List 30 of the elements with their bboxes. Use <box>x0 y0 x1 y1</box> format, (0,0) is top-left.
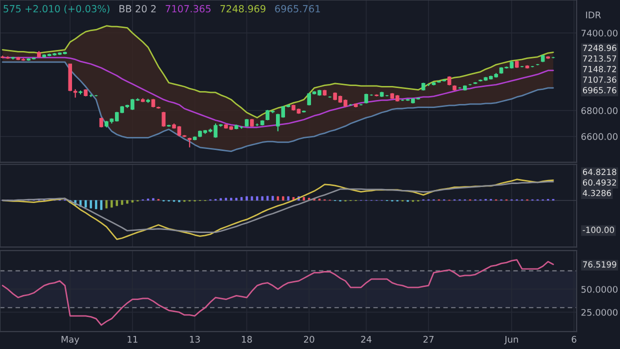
y-tick-label: 7400.00 <box>582 30 618 37</box>
x-tick-label: 11 <box>128 336 138 343</box>
text: 60.4932 <box>582 179 616 186</box>
annotation: BB 20 2 <box>120 5 156 12</box>
text: 6965.76 <box>582 87 616 94</box>
y-axis-title: IDR <box>586 12 601 18</box>
text: 7213.57 <box>583 55 616 62</box>
text: 64.8218 <box>582 168 616 176</box>
text: -100.00 <box>582 226 614 233</box>
text: 4.3286 <box>582 190 611 196</box>
x-tick-label: 24 <box>361 336 372 343</box>
text: 7248.96 <box>583 44 616 52</box>
x-tick-label: 20 <box>304 336 314 343</box>
y-tick-label: 6800.00 <box>581 107 618 114</box>
text: 76.5199 <box>583 261 616 268</box>
text: 7107.36 <box>583 76 616 83</box>
x-tick-label: Jun <box>504 336 518 344</box>
annotation: 575 +2.010 (+0.03%) <box>4 4 110 14</box>
x-tick-label: 27 <box>423 336 434 343</box>
text: 7148.72 <box>583 66 616 72</box>
x-tick-label: 18 <box>242 336 252 343</box>
y-tick-label: 6600.00 <box>581 133 618 140</box>
x-tick-label: May <box>62 336 80 344</box>
y-tick-label: 50.0000 <box>581 286 618 293</box>
annotation: 7107.365 <box>166 5 211 12</box>
x-tick-label: 6 <box>572 336 576 343</box>
annotation: 7248.969 <box>220 5 266 12</box>
x-tick-label: 13 <box>190 336 200 343</box>
annotation: 6965.761 <box>275 5 320 12</box>
y-tick-label: 25.0000 <box>581 308 618 316</box>
